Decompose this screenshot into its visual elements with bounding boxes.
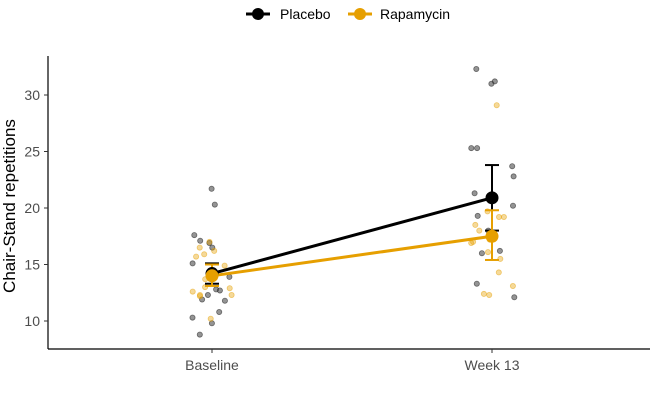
point-placebo bbox=[468, 145, 475, 152]
point-rapamycin bbox=[500, 213, 507, 220]
point-placebo bbox=[509, 202, 516, 209]
mean-markers bbox=[205, 191, 499, 283]
point-placebo bbox=[488, 80, 495, 87]
point-rapamycin bbox=[211, 247, 218, 254]
point-rapamycin bbox=[480, 290, 487, 297]
point-placebo bbox=[473, 280, 480, 287]
point-rapamycin bbox=[468, 239, 475, 246]
y-axis-title: Chair-Stand repetitions bbox=[0, 119, 19, 293]
x-tick-label: Baseline bbox=[185, 357, 239, 373]
point-rapamycin bbox=[495, 213, 502, 220]
point-rapamycin bbox=[226, 285, 233, 292]
point-placebo bbox=[208, 185, 215, 192]
point-placebo bbox=[511, 294, 518, 301]
mean-marker-placebo bbox=[485, 191, 499, 205]
point-rapamycin bbox=[509, 282, 516, 289]
point-placebo bbox=[196, 331, 203, 338]
point-rapamycin bbox=[495, 269, 502, 276]
legend: Placebo Rapamycin bbox=[246, 6, 450, 22]
point-rapamycin bbox=[193, 253, 200, 260]
point-placebo bbox=[209, 244, 216, 251]
y-tick-label: 25 bbox=[24, 144, 40, 160]
point-placebo bbox=[216, 308, 223, 315]
point-placebo bbox=[189, 260, 196, 267]
x-tick-label: Week 13 bbox=[465, 357, 520, 373]
point-placebo bbox=[496, 247, 503, 254]
point-placebo bbox=[510, 173, 517, 180]
point-placebo bbox=[509, 163, 516, 170]
point-placebo bbox=[211, 201, 218, 208]
y-tick-label: 15 bbox=[24, 257, 40, 273]
point-rapamycin bbox=[476, 227, 483, 234]
mean-line-placebo bbox=[211, 196, 493, 275]
point-placebo bbox=[189, 314, 196, 321]
point-rapamycin bbox=[484, 249, 491, 256]
y-ticks: 10 15 20 25 30 bbox=[24, 87, 48, 329]
point-rapamycin bbox=[472, 221, 479, 228]
point-placebo bbox=[473, 66, 480, 73]
legend-item-rapamycin[interactable]: Rapamycin bbox=[348, 6, 450, 22]
point-placebo bbox=[191, 232, 198, 239]
point-rapamycin bbox=[196, 244, 203, 251]
legend-label-placebo: Placebo bbox=[280, 6, 331, 22]
point-rapamycin bbox=[493, 102, 500, 109]
point-rapamycin bbox=[189, 288, 196, 295]
legend-label-rapamycin: Rapamycin bbox=[380, 6, 450, 22]
point-placebo bbox=[221, 297, 228, 304]
point-placebo bbox=[204, 291, 211, 298]
point-rapamycin bbox=[207, 315, 214, 322]
raw-points bbox=[189, 66, 518, 338]
point-rapamycin bbox=[201, 251, 208, 258]
y-tick-label: 20 bbox=[24, 200, 40, 216]
mean-marker-rapamycin bbox=[205, 269, 219, 283]
axes bbox=[47, 56, 650, 350]
point-rapamycin bbox=[196, 293, 203, 300]
y-tick-label: 10 bbox=[24, 313, 40, 329]
mean-line-rapamycin bbox=[211, 234, 493, 278]
point-placebo bbox=[474, 145, 481, 152]
mean-lines bbox=[211, 196, 493, 278]
point-rapamycin bbox=[228, 291, 235, 298]
point-rapamycin bbox=[221, 262, 228, 269]
point-placebo bbox=[474, 212, 481, 219]
point-rapamycin bbox=[206, 238, 213, 245]
mean-marker-rapamycin bbox=[485, 229, 499, 243]
point-placebo bbox=[471, 190, 478, 197]
point-placebo bbox=[216, 287, 223, 294]
x-ticks: Baseline Week 13 bbox=[185, 349, 520, 373]
legend-item-placebo[interactable]: Placebo bbox=[246, 6, 331, 22]
point-rapamycin bbox=[486, 291, 493, 298]
error-bars bbox=[205, 164, 499, 287]
y-tick-label: 30 bbox=[24, 87, 40, 103]
point-placebo bbox=[197, 237, 204, 244]
point-placebo bbox=[478, 250, 485, 257]
